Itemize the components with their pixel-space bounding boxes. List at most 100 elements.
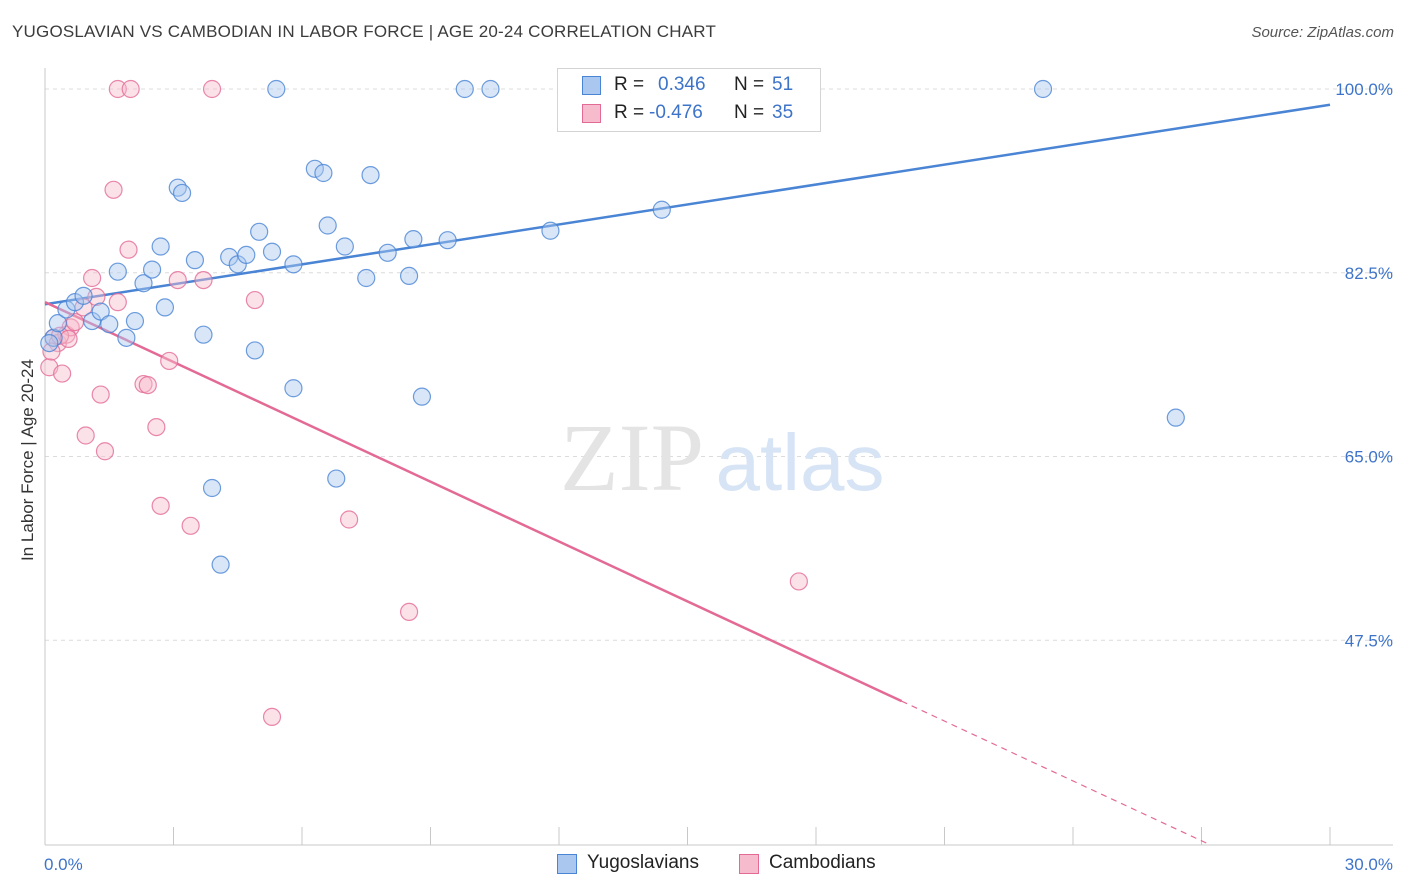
yugoslavians-point [378, 243, 397, 262]
yugoslavians-point [412, 387, 432, 406]
y-tick-label: 47.5% [1345, 631, 1393, 650]
cambodians-point [245, 290, 264, 310]
legend-r-value: -0.476 [649, 102, 703, 123]
cambodians-point [160, 351, 179, 371]
yugoslavians-swatch [582, 76, 601, 95]
cambodians-point [168, 271, 187, 290]
watermark-atlas: atlas [716, 418, 885, 507]
legend-r-value: 0.346 [658, 74, 706, 95]
legend-n-label: N = [734, 102, 765, 123]
yugoslavians-point [151, 237, 170, 256]
tick-labels: 100.0% 82.5% 65.0% 47.5% 0.0% 30.0% [44, 80, 1393, 874]
cambodians-point [95, 442, 115, 461]
legend-n-label: N = [734, 74, 765, 95]
cambodians-point [108, 293, 127, 312]
yugoslavians-point [237, 245, 256, 264]
yugoslavians-point [327, 469, 346, 488]
watermark: ZIP atlas [560, 404, 884, 511]
legend-n-value: 35 [772, 102, 794, 123]
grid-lines [45, 88, 1393, 641]
yugoslavians-point [1166, 408, 1185, 427]
legend-label: Cambodians [769, 852, 876, 873]
yugoslavians-point [142, 260, 162, 279]
yugoslavians-point [318, 216, 337, 235]
chart-title: YUGOSLAVIAN VS CAMBODIAN IN LABOR FORCE … [12, 22, 717, 41]
yugoslavians-point [267, 79, 286, 99]
cambodians-swatch [739, 854, 759, 874]
cambodians-point [108, 79, 127, 99]
cambodians-point [340, 510, 359, 529]
yugoslavians-point [481, 79, 500, 99]
yugoslavians-point [108, 262, 127, 281]
yugoslavians-point [399, 266, 419, 285]
yugoslavians-trend-line [44, 103, 1331, 306]
yugoslavians-point [125, 311, 145, 331]
yugoslavians-point [202, 478, 222, 498]
yugoslavians-point [172, 183, 192, 203]
axes [44, 68, 1393, 846]
cambodians-point [119, 240, 138, 259]
x-tick-label: 30.0% [1345, 855, 1393, 874]
yugoslavians-point [134, 274, 153, 293]
legend-r-label: R = [614, 74, 645, 95]
yugoslavians-point [438, 231, 457, 250]
cambodians-point [147, 418, 166, 437]
cambodians-point [194, 271, 213, 290]
cambodians-point [83, 268, 102, 288]
yugoslavians-point [404, 230, 423, 249]
watermark-zip: ZIP [560, 404, 704, 511]
cambodians-point [104, 180, 123, 199]
y-tick-label: 82.5% [1345, 264, 1393, 283]
cambodians-point [202, 79, 222, 99]
cambodians-trend-extension [901, 700, 1211, 846]
cambodians-point [151, 496, 170, 515]
y-tick-label: 65.0% [1345, 448, 1393, 467]
yugoslavians-swatch [557, 854, 577, 874]
yugoslavians-point [185, 251, 205, 270]
yugoslavians-point [284, 255, 303, 274]
yugoslavians-point [314, 163, 333, 183]
yugoslavians-point [305, 159, 324, 178]
yugoslavians-point [40, 334, 59, 353]
yugoslavians-point [194, 325, 213, 344]
cambodians-point [138, 376, 157, 395]
yugoslavians-point [541, 221, 560, 240]
yugoslavians-point [211, 555, 230, 574]
legend-n-value: 51 [772, 74, 794, 95]
data-points [40, 79, 1185, 727]
yugoslavians-point [48, 314, 67, 333]
cambodians-point [76, 426, 95, 445]
cambodians-point [121, 79, 140, 99]
legend-label: Yugoslavians [587, 852, 699, 873]
cambodians-point [91, 385, 110, 404]
correlation-legend: R = 0.346 N = 51 R = -0.476 N = 35 [557, 68, 821, 132]
trend-lines [44, 103, 1331, 846]
yugoslavians-point [262, 242, 282, 261]
legend-r-label: R = [614, 102, 645, 123]
cambodians-trend-line [44, 301, 903, 703]
cambodians-point [789, 572, 808, 591]
yugoslavians-point [117, 328, 136, 347]
cambodians-point [59, 329, 78, 348]
yugoslavians-point [284, 379, 303, 398]
yugoslavians-point [91, 302, 110, 321]
yugoslavians-point [245, 341, 264, 360]
cambodians-point [399, 602, 419, 622]
source-note: Source: ZipAtlas.com [1251, 24, 1394, 41]
yugoslavians-point [357, 268, 376, 288]
yugoslavians-point [1033, 79, 1053, 99]
cambodians-point [181, 516, 200, 535]
cambodians-point [53, 364, 72, 383]
cambodians-point [262, 707, 282, 727]
x-tick-label: 0.0% [44, 855, 83, 874]
yugoslavians-point [361, 166, 380, 185]
yugoslavians-point [455, 79, 474, 99]
y-tick-label: 100.0% [1335, 80, 1393, 99]
yugoslavians-point [100, 315, 119, 334]
cambodians-point [87, 287, 106, 306]
yugoslavians-point [250, 222, 269, 241]
cambodians-swatch [582, 104, 601, 123]
yugoslavians-point [652, 200, 671, 219]
yugoslavians-point [74, 286, 93, 305]
